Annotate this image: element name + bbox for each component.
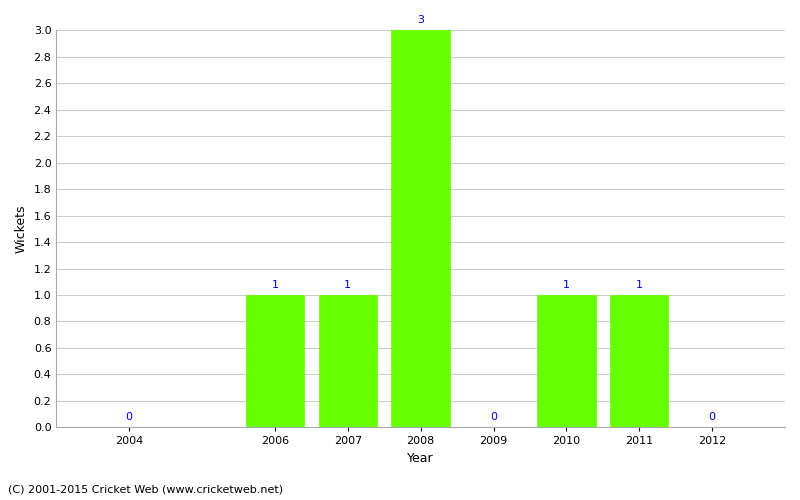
Text: (C) 2001-2015 Cricket Web (www.cricketweb.net): (C) 2001-2015 Cricket Web (www.cricketwe…: [8, 485, 283, 495]
X-axis label: Year: Year: [407, 452, 434, 465]
Bar: [391, 30, 450, 427]
Text: 1: 1: [636, 280, 642, 289]
Y-axis label: Wickets: Wickets: [15, 204, 28, 253]
Bar: [538, 295, 595, 428]
Bar: [246, 295, 304, 428]
Text: 3: 3: [417, 15, 424, 25]
Text: 0: 0: [126, 412, 133, 422]
Bar: [610, 295, 669, 428]
Text: 1: 1: [271, 280, 278, 289]
Text: 1: 1: [563, 280, 570, 289]
Bar: [318, 295, 377, 428]
Text: 0: 0: [490, 412, 497, 422]
Text: 1: 1: [344, 280, 351, 289]
Text: 0: 0: [709, 412, 716, 422]
